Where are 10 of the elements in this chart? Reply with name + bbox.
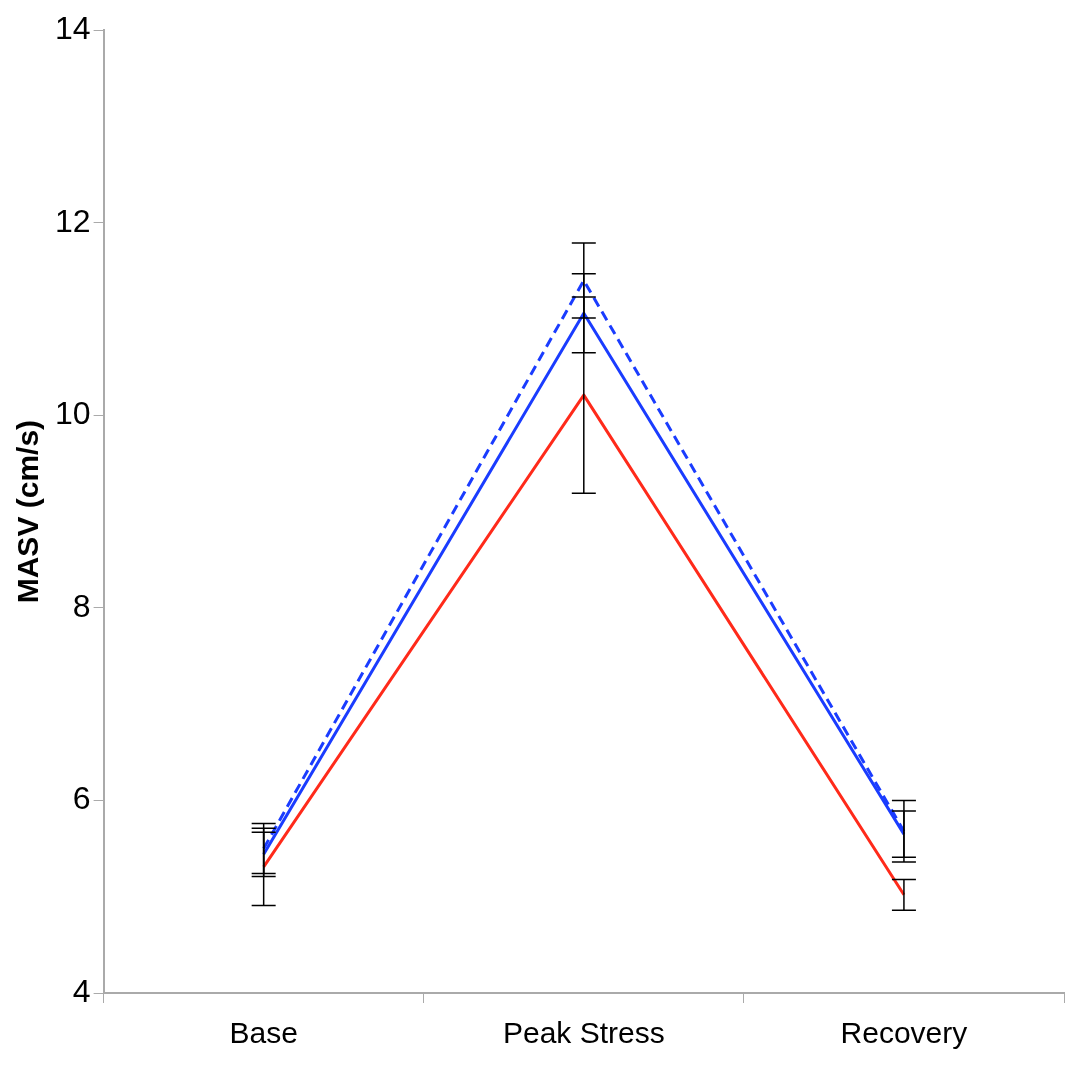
y-tick-label: 10 xyxy=(55,395,91,432)
y-tick-label: 14 xyxy=(55,10,91,47)
y-tick-label: 6 xyxy=(72,780,91,817)
y-tick-label: 4 xyxy=(72,972,91,1009)
y-axis-title: MASV (cm/s) xyxy=(11,419,45,604)
x-tick-label: Recovery xyxy=(840,1016,968,1050)
y-tick-label: 8 xyxy=(72,587,91,624)
x-tick-label: Peak Stress xyxy=(502,1016,665,1050)
y-tick-label: 12 xyxy=(55,202,91,239)
x-tick-label: Base xyxy=(229,1016,298,1050)
